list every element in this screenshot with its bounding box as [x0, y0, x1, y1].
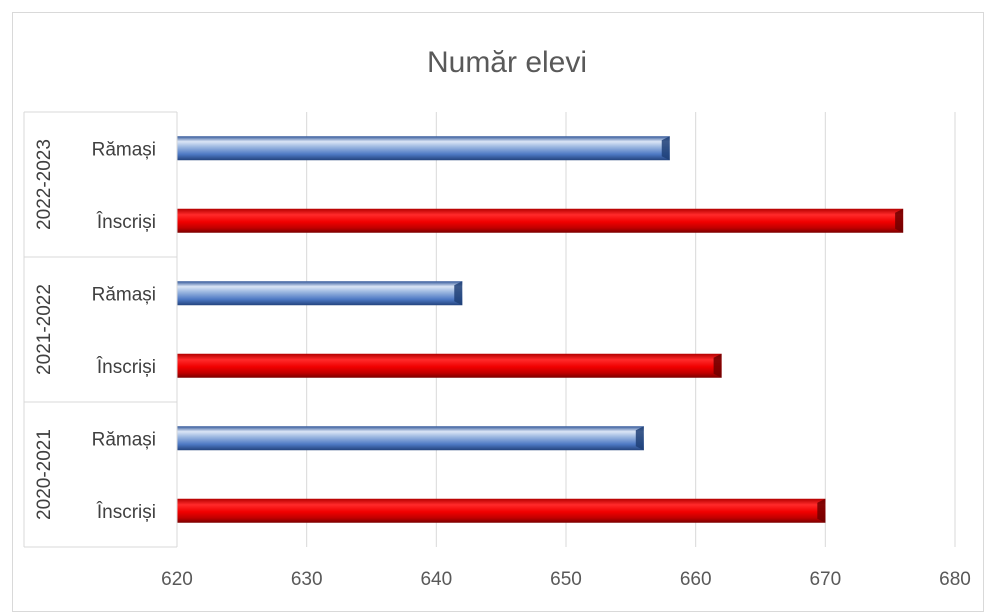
- x-tick-label: 650: [550, 569, 582, 590]
- bar-end-bevel: [817, 498, 826, 523]
- bars: [177, 136, 904, 523]
- chart-title: Număr elevi: [427, 46, 587, 79]
- bar: [177, 498, 826, 523]
- group-label: 2021-2022: [34, 284, 55, 375]
- group-label: 2022-2023: [34, 139, 55, 230]
- x-tick-label: 670: [809, 569, 841, 590]
- bar: [177, 281, 463, 306]
- bar-end-bevel: [713, 353, 722, 378]
- gridlines: [306, 112, 956, 547]
- bar: [177, 208, 904, 233]
- bar: [177, 426, 644, 451]
- x-tick-label: 660: [680, 569, 712, 590]
- bar-end-bevel: [454, 281, 463, 306]
- bar-end-bevel: [895, 208, 904, 233]
- x-tick-label: 630: [291, 569, 323, 590]
- bar-end-bevel: [661, 136, 670, 161]
- category-label: Rămași: [92, 139, 156, 160]
- axes: [23, 111, 178, 548]
- category-label: Rămași: [92, 429, 156, 450]
- group-label: 2020-2021: [34, 429, 55, 520]
- x-tick-label: 680: [939, 569, 971, 590]
- bar: [177, 353, 722, 378]
- category-label: Înscriși: [96, 356, 156, 378]
- x-tick-label: 620: [161, 569, 193, 590]
- x-tick-label: 640: [420, 569, 452, 590]
- category-label: Înscriși: [96, 501, 156, 523]
- bar-end-bevel: [635, 426, 644, 451]
- bar: [177, 136, 670, 161]
- category-label: Rămași: [92, 284, 156, 305]
- labels: 620 630 640 650 660 670 680 2022-2023 Rămași Însc…: [34, 139, 971, 590]
- category-label: Înscriși: [96, 211, 156, 233]
